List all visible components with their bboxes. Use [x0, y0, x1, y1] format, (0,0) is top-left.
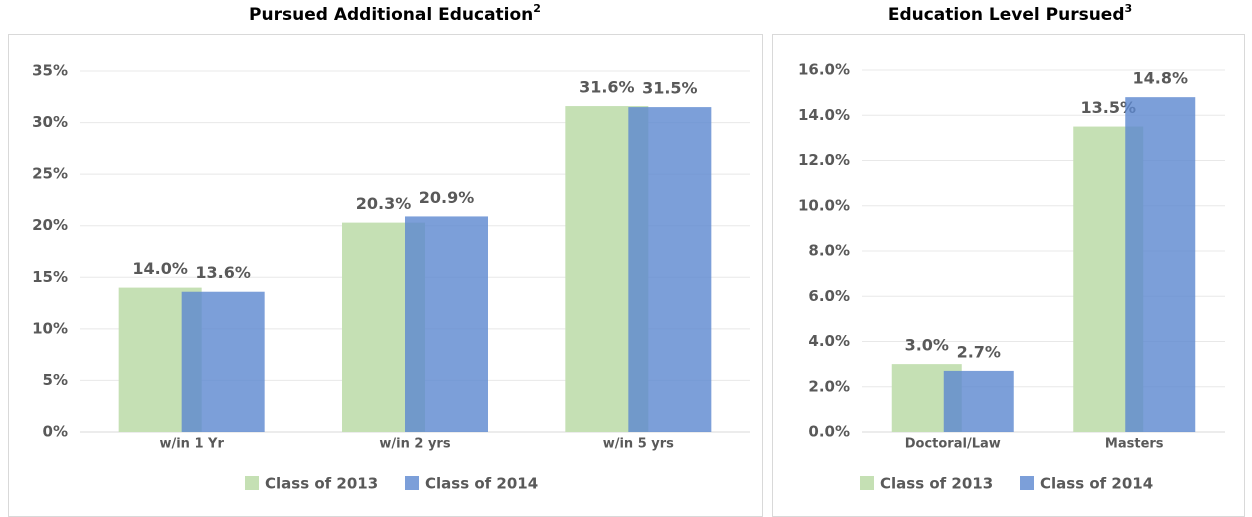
title-superscript: 3	[1125, 2, 1133, 15]
x-tick-label: w/in 5 yrs	[603, 437, 674, 452]
y-tick-label: 4.0%	[808, 332, 850, 350]
legend-swatch	[1020, 476, 1034, 490]
legend-label: Class of 2013	[880, 475, 993, 493]
y-tick-label: 8.0%	[808, 242, 850, 260]
legend-label: Class of 2013	[265, 475, 378, 493]
y-tick-label: 0.0%	[808, 423, 850, 441]
y-tick-label: 0%	[43, 423, 68, 441]
bar	[628, 107, 712, 432]
y-tick-label: 15%	[32, 268, 68, 286]
y-tick-label: 10%	[32, 319, 68, 337]
data-label: 20.3%	[356, 194, 412, 213]
data-label: 14.0%	[132, 259, 188, 278]
legend-swatch	[860, 476, 874, 490]
x-tick-label: w/in 1 Yr	[159, 437, 224, 452]
data-label: 13.6%	[195, 263, 251, 282]
data-label: 13.5%	[1080, 98, 1136, 117]
data-label: 2.7%	[957, 342, 1001, 361]
data-label: 20.9%	[419, 188, 475, 207]
y-tick-label: 20%	[32, 216, 68, 234]
data-label: 31.5%	[642, 79, 698, 98]
y-tick-label: 6.0%	[808, 287, 850, 305]
title-superscript: 2	[533, 2, 541, 15]
legend-swatch	[405, 476, 419, 490]
x-tick-label: Doctoral/Law	[905, 437, 1001, 452]
y-tick-label: 25%	[32, 165, 68, 183]
chart-title-text: Education Level Pursued	[888, 5, 1125, 25]
y-tick-label: 30%	[32, 113, 68, 131]
legend-label: Class of 2014	[425, 475, 538, 493]
bar	[405, 216, 488, 432]
y-tick-label: 14.0%	[798, 106, 850, 124]
bar	[181, 291, 265, 432]
y-tick-label: 10.0%	[798, 196, 850, 214]
x-tick-label: w/in 2 yrs	[379, 437, 450, 452]
data-label: 31.6%	[579, 78, 635, 97]
data-label: 14.8%	[1132, 69, 1188, 88]
legend-label: Class of 2014	[1040, 475, 1153, 493]
bar	[943, 370, 1014, 432]
y-tick-label: 2.0%	[808, 377, 850, 395]
chart-title-text: Pursued Additional Education	[249, 5, 533, 25]
bar	[1125, 97, 1196, 433]
y-tick-label: 12.0%	[798, 151, 850, 169]
chart-title: Education Level Pursued3	[888, 2, 1132, 25]
y-tick-label: 5%	[43, 371, 68, 389]
y-tick-label: 16.0%	[798, 61, 850, 79]
chart-title: Pursued Additional Education2	[249, 2, 541, 25]
y-tick-label: 35%	[32, 62, 68, 80]
legend-swatch	[245, 476, 259, 490]
data-label: 3.0%	[905, 336, 949, 355]
x-tick-label: Masters	[1105, 437, 1164, 452]
